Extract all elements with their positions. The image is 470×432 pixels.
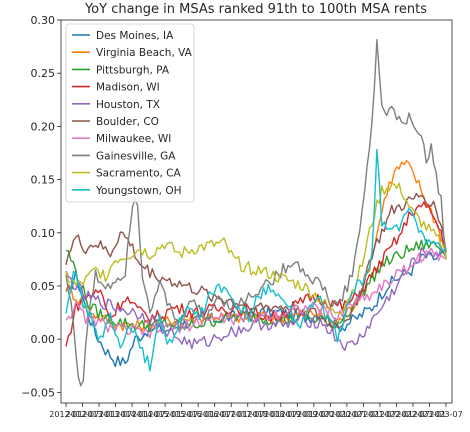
x-tick-label: 2017-07 [231, 410, 264, 419]
legend: Des Moines, IA Virginia Beach, VA Pittsbur… [65, 23, 195, 203]
series-line-9 [65, 148, 447, 372]
x-tick-label: 2019-01 [281, 410, 314, 419]
series-line-6 [65, 247, 447, 339]
x-tick-label: 2012-07 [66, 410, 99, 419]
x-tick-label: 2016-07 [198, 410, 231, 419]
x-tick-label: 2021-01 [347, 410, 380, 419]
x-tick-label: 2018-01 [248, 410, 281, 419]
y-tick-label: 0.20 [31, 120, 56, 133]
x-tick-label: 2014-07 [132, 410, 165, 419]
y-tick-label: 0.00 [31, 333, 56, 346]
y-tick-label: 0.30 [31, 14, 56, 27]
legend-label: Pittsburgh, PA [96, 64, 170, 76]
x-tick-label: 2023-01 [413, 410, 446, 419]
x-tick-label: 2019-07 [297, 410, 330, 419]
x-tick-label: 2016-01 [181, 410, 214, 419]
series-line-8 [65, 182, 447, 314]
x-tick-label: 2015-01 [148, 410, 181, 419]
legend-label: Milwaukee, WI [96, 133, 171, 145]
x-tick-label: 2022-01 [380, 410, 413, 419]
series-line-7 [65, 39, 447, 387]
series-line-5 [65, 192, 447, 330]
legend-label: Gainesville, GA [96, 150, 176, 162]
x-tick-label: 2017-01 [214, 410, 247, 419]
y-axis: −0.05 0.00 0.05 0.10 0.15 0.20 0.25 0.30 [21, 14, 61, 399]
x-tick-label: 2013-01 [82, 410, 115, 419]
legend-label: Virginia Beach, VA [96, 47, 193, 59]
series-line-4 [65, 247, 447, 352]
x-tick-label: 2020-07 [330, 410, 363, 419]
y-tick-label: 0.15 [31, 174, 56, 187]
y-tick-label: −0.05 [21, 386, 55, 399]
x-tick-label: 2020-01 [314, 410, 347, 419]
x-tick-label: 2014-01 [115, 410, 148, 419]
x-tick-label: 2015-07 [165, 410, 198, 419]
y-tick-label: 0.10 [31, 227, 56, 240]
legend-box [65, 23, 195, 203]
plot-frame [60, 19, 453, 404]
legend-label: Youngstown, OH [95, 185, 182, 197]
legend-label: Sacramento, CA [96, 168, 182, 180]
x-tick-label: 2018-07 [264, 410, 297, 419]
x-tick-label: 2021-07 [363, 410, 396, 419]
x-tick-label: 2012-01 [49, 410, 82, 419]
legend-label: Boulder, CO [96, 116, 159, 128]
legend-label: Houston, TX [96, 99, 160, 111]
x-tick-label: 2013-07 [99, 410, 132, 419]
chart-title: YoY change in MSAs ranked 91th to 100th … [84, 2, 427, 17]
x-axis: 2012-012012-072013-012013-072014-012014-… [49, 403, 463, 419]
y-tick-label: 0.25 [31, 67, 56, 80]
series-line-0 [65, 249, 447, 368]
legend-label: Des Moines, IA [96, 30, 174, 42]
x-tick-label: 2023-07 [429, 410, 462, 419]
legend-label: Madison, WI [96, 82, 160, 94]
y-tick-label: 0.05 [31, 280, 56, 293]
x-tick-label: 2022-07 [396, 410, 429, 419]
series-lines [65, 39, 447, 387]
